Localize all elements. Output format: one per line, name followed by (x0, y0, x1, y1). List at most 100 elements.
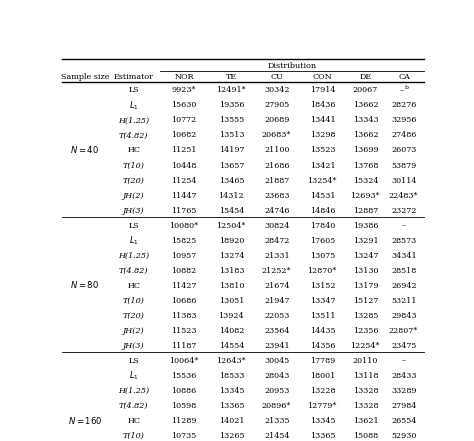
Text: 34341: 34341 (392, 252, 417, 260)
Text: 15825: 15825 (172, 236, 197, 245)
Text: 11765: 11765 (171, 206, 197, 215)
Text: 12356: 12356 (353, 327, 378, 335)
Text: 18533: 18533 (219, 372, 244, 380)
Text: JH(2): JH(2) (123, 327, 145, 335)
Text: 21335: 21335 (264, 417, 290, 425)
Text: 21454: 21454 (264, 432, 290, 440)
Text: 23683: 23683 (264, 191, 290, 199)
Text: LS: LS (128, 221, 139, 230)
Text: 15536: 15536 (171, 372, 197, 380)
Text: 13441: 13441 (310, 116, 336, 124)
Text: 13347: 13347 (310, 297, 336, 305)
Text: 14531: 14531 (310, 191, 336, 199)
Text: 52930: 52930 (392, 432, 417, 440)
Text: DE: DE (359, 73, 372, 81)
Text: 14082: 14082 (219, 327, 244, 335)
Text: 12254*: 12254* (350, 342, 379, 350)
Text: 28573: 28573 (392, 236, 417, 245)
Text: 20896*: 20896* (262, 402, 291, 410)
Text: 13523: 13523 (310, 146, 336, 154)
Text: Distribution: Distribution (267, 63, 316, 71)
Text: 11289: 11289 (171, 417, 197, 425)
Text: JH(2): JH(2) (123, 191, 145, 199)
Text: 27984: 27984 (392, 402, 417, 410)
Text: 21331: 21331 (264, 252, 290, 260)
Text: 30824: 30824 (264, 221, 290, 230)
Text: 10682: 10682 (171, 131, 197, 139)
Text: 13513: 13513 (219, 131, 244, 139)
Text: 13555: 13555 (219, 116, 244, 124)
Text: 21887: 21887 (264, 176, 290, 184)
Text: 13343: 13343 (353, 116, 378, 124)
Text: 14554: 14554 (219, 342, 244, 350)
Text: 10772: 10772 (172, 116, 197, 124)
Text: CA: CA (398, 73, 410, 81)
Text: $L_1$: $L_1$ (129, 370, 138, 382)
Text: 17840: 17840 (310, 221, 336, 230)
Text: 33289: 33289 (392, 387, 417, 395)
Text: 13130: 13130 (353, 267, 378, 275)
Text: 22483*: 22483* (389, 191, 418, 199)
Text: 11447: 11447 (171, 191, 197, 199)
Text: 13662: 13662 (353, 131, 378, 139)
Text: 9923*: 9923* (171, 86, 195, 94)
Text: 53879: 53879 (392, 161, 417, 169)
Text: 28433: 28433 (392, 372, 417, 380)
Text: 23272: 23272 (392, 206, 417, 215)
Text: 13699: 13699 (353, 146, 378, 154)
Text: T(4.82): T(4.82) (119, 402, 148, 410)
Text: 10886: 10886 (172, 387, 197, 395)
Text: $N = 40$: $N = 40$ (70, 144, 99, 155)
Text: 19356: 19356 (219, 101, 244, 109)
Text: 11187: 11187 (171, 342, 197, 350)
Text: 13621: 13621 (353, 417, 378, 425)
Text: CON: CON (313, 73, 333, 81)
Text: 26942: 26942 (392, 282, 417, 290)
Text: 13179: 13179 (353, 282, 378, 290)
Text: 27486: 27486 (392, 131, 417, 139)
Text: 13118: 13118 (353, 372, 378, 380)
Text: 21947: 21947 (264, 297, 290, 305)
Text: 28276: 28276 (392, 101, 417, 109)
Text: 13345: 13345 (310, 417, 336, 425)
Text: 20067: 20067 (353, 86, 378, 94)
Text: 13345: 13345 (219, 387, 244, 395)
Text: 14846: 14846 (310, 206, 336, 215)
Text: 12779*: 12779* (307, 402, 337, 410)
Text: 12643*: 12643* (216, 357, 246, 365)
Text: 14356: 14356 (310, 342, 336, 350)
Text: 13810: 13810 (219, 282, 244, 290)
Text: 18920: 18920 (219, 236, 244, 245)
Text: T(20): T(20) (123, 176, 145, 184)
Text: 14197: 14197 (219, 146, 244, 154)
Text: –: – (400, 86, 404, 94)
Text: 18436: 18436 (310, 101, 336, 109)
Text: 10882: 10882 (172, 267, 197, 275)
Text: Estimator: Estimator (114, 73, 154, 81)
Text: 13265: 13265 (219, 432, 244, 440)
Text: 28472: 28472 (264, 236, 290, 245)
Text: 13075: 13075 (310, 252, 336, 260)
Text: 11523: 11523 (171, 327, 197, 335)
Text: –: – (402, 357, 406, 365)
Text: 14021: 14021 (219, 417, 244, 425)
Text: Sample size: Sample size (61, 73, 109, 81)
Text: 20110: 20110 (353, 357, 378, 365)
Text: 20953: 20953 (264, 387, 290, 395)
Text: 12887: 12887 (353, 206, 378, 215)
Text: 30342: 30342 (264, 86, 290, 94)
Text: 11254: 11254 (171, 176, 197, 184)
Text: 28043: 28043 (264, 372, 290, 380)
Text: H(1.25): H(1.25) (118, 252, 149, 260)
Text: 14312: 14312 (219, 191, 244, 199)
Text: 12870*: 12870* (307, 267, 337, 275)
Text: 10064*: 10064* (169, 357, 198, 365)
Text: 12491*: 12491* (216, 86, 246, 94)
Text: JH(3): JH(3) (123, 342, 145, 350)
Text: T(10): T(10) (123, 161, 145, 169)
Text: 11383: 11383 (171, 312, 197, 320)
Text: 13365: 13365 (219, 402, 244, 410)
Text: 26073: 26073 (392, 146, 417, 154)
Text: 17605: 17605 (310, 236, 336, 245)
Text: T(10): T(10) (123, 432, 145, 440)
